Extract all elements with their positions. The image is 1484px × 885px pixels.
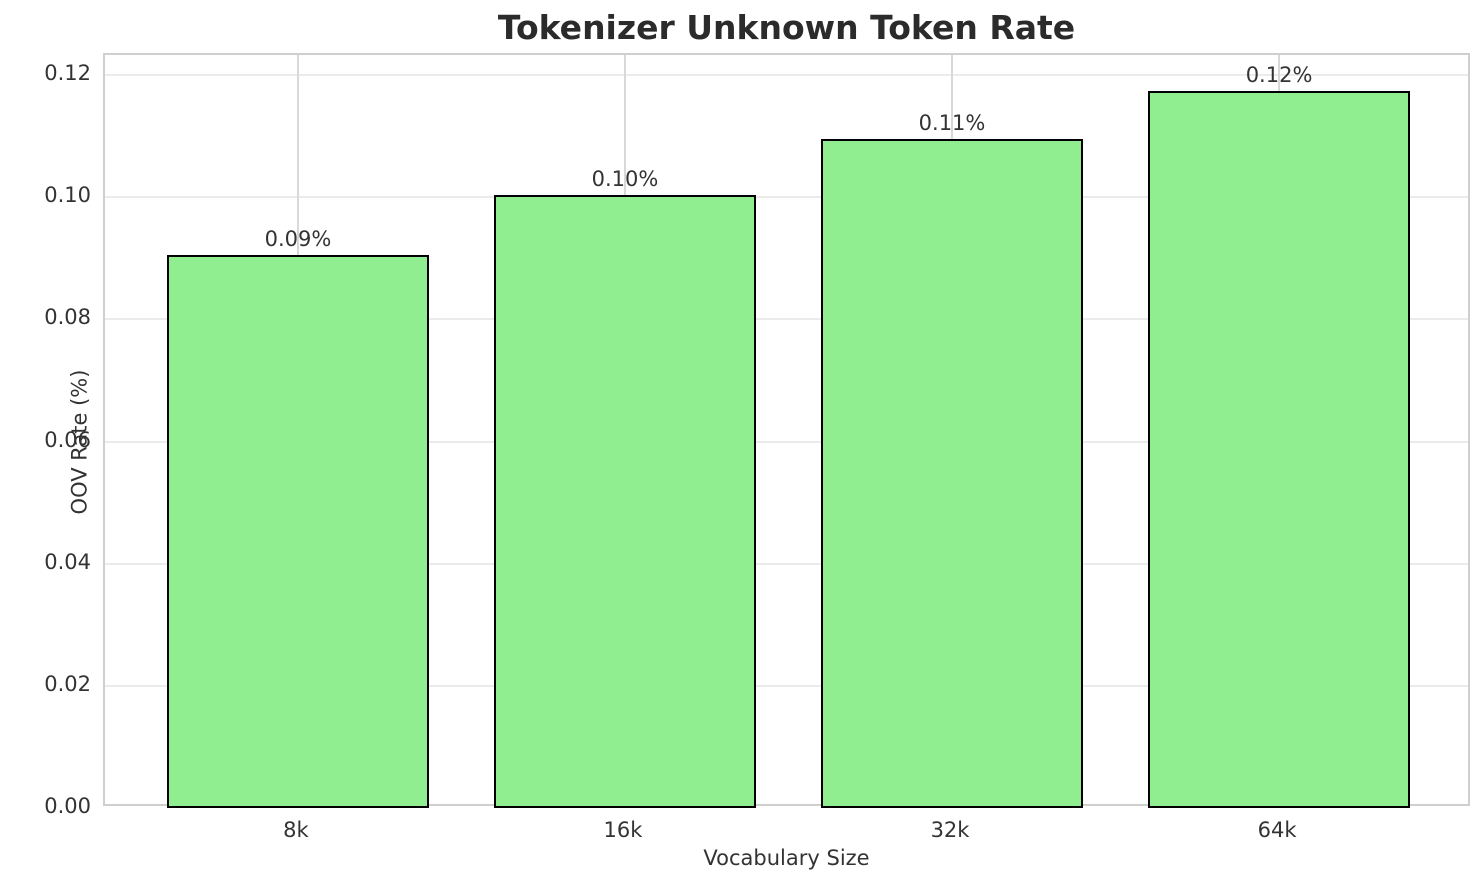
chart-title: Tokenizer Unknown Token Rate [497, 8, 1076, 47]
y-tick-label: 0.12 [44, 61, 91, 86]
bar-32k [821, 138, 1083, 808]
bar-8k [167, 255, 429, 808]
y-tick-label: 0.08 [44, 305, 91, 330]
y-gridline [105, 562, 1468, 565]
y-gridline [105, 196, 1468, 199]
bar-value-label: 0.12% [1245, 63, 1313, 88]
bar-value-label: 0.09% [264, 227, 332, 252]
y-gridline [105, 318, 1468, 321]
y-tick-label: 0.04 [44, 549, 91, 574]
x-axis-label: Vocabulary Size [703, 846, 870, 870]
y-tick-label: 0.10 [44, 183, 91, 208]
y-tick-label: 0.00 [44, 794, 91, 818]
y-gridline [105, 684, 1468, 687]
y-tick-label: 0.06 [44, 427, 91, 452]
bar-value-label: 0.11% [918, 110, 986, 135]
x-tick-label-32k: 32k [930, 818, 970, 842]
y-gridline [105, 440, 1468, 443]
y-axis-label: OOV Rate (%) [67, 369, 92, 515]
x-tick-label-16k: 16k [603, 818, 643, 842]
plot-area: 0.09% 0.10% 0.11% 0.12% [103, 53, 1470, 808]
x-tick-label-8k: 8k [283, 818, 309, 842]
bar-value-label: 0.10% [591, 166, 659, 191]
bar-16k [494, 194, 756, 808]
y-gridline [105, 74, 1468, 77]
x-tick-label-64k: 64k [1257, 818, 1297, 842]
y-tick-label: 0.02 [44, 671, 91, 696]
bar-64k [1148, 91, 1410, 808]
